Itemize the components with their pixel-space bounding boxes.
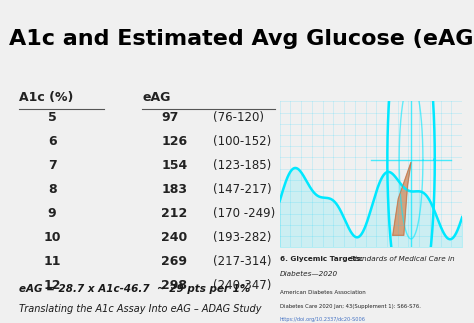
Text: American Diabetes Association: American Diabetes Association [280,290,365,295]
Text: (100-152): (100-152) [213,135,272,148]
Text: 10: 10 [44,231,61,244]
Text: eAG: eAG [142,91,171,104]
Text: (76-120): (76-120) [213,111,264,124]
Text: 6: 6 [48,135,56,148]
Text: https://doi.org/10.2337/dc20-S006: https://doi.org/10.2337/dc20-S006 [280,317,365,322]
Text: Diabetes—2020: Diabetes—2020 [280,271,338,277]
Text: 240: 240 [161,231,187,244]
Text: 6. Glycemic Targets:: 6. Glycemic Targets: [280,256,365,262]
Text: 11: 11 [44,255,61,268]
Text: (147-217): (147-217) [213,183,272,196]
Text: 154: 154 [161,159,187,172]
Text: 183: 183 [161,183,187,196]
Text: Standards of Medical Care in: Standards of Medical Care in [350,256,455,262]
Text: A1c and Estimated Avg Glucose (eAG): A1c and Estimated Avg Glucose (eAG) [9,29,474,49]
Text: 7: 7 [48,159,56,172]
Text: 126: 126 [161,135,187,148]
Text: 8: 8 [48,183,56,196]
Text: (123-185): (123-185) [213,159,272,172]
Text: 97: 97 [161,111,179,124]
Polygon shape [393,162,411,235]
Text: Translating the A1c Assay Into eAG – ADAG Study: Translating the A1c Assay Into eAG – ADA… [19,304,262,314]
Text: (240-347): (240-347) [213,279,272,292]
Text: 5: 5 [48,111,56,124]
Text: (170 -249): (170 -249) [213,207,275,220]
Text: 212: 212 [161,207,187,220]
Text: 9: 9 [48,207,56,220]
Text: 12: 12 [44,279,61,292]
Text: 298: 298 [161,279,187,292]
Text: (193-282): (193-282) [213,231,272,244]
Text: A1c (%): A1c (%) [19,91,73,104]
Text: 269: 269 [161,255,187,268]
Text: eAG = 28.7 x A1c-46.7  ~ 29 pts per 1%: eAG = 28.7 x A1c-46.7 ~ 29 pts per 1% [19,284,250,294]
Text: (217-314): (217-314) [213,255,272,268]
Text: Diabetes Care 2020 Jan; 43(Supplement 1): S66-S76.: Diabetes Care 2020 Jan; 43(Supplement 1)… [280,304,420,309]
